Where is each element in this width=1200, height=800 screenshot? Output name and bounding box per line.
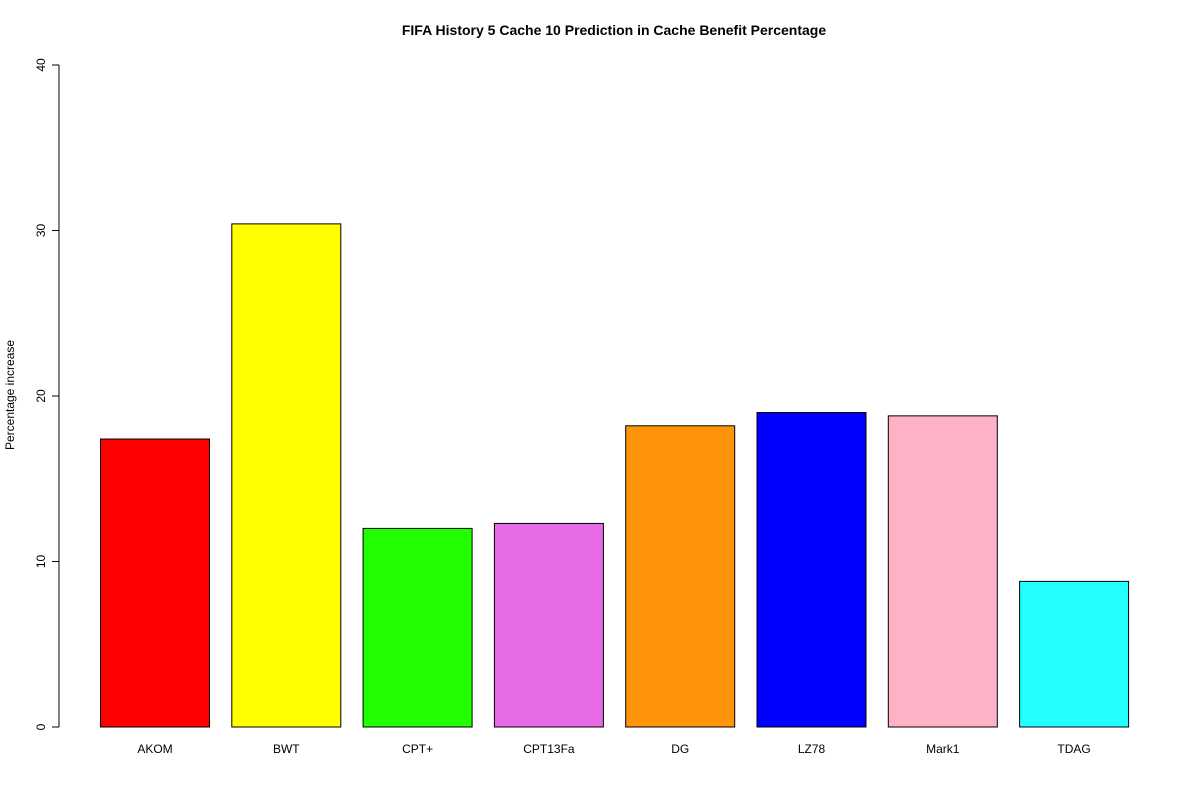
y-tick-label: 20 bbox=[34, 389, 48, 403]
chart-title: FIFA History 5 Cache 10 Prediction in Ca… bbox=[402, 22, 826, 38]
y-tick-label: 40 bbox=[34, 58, 48, 72]
x-tick-label: CPT+ bbox=[402, 742, 433, 756]
bar-lz78 bbox=[756, 412, 867, 728]
bar-akom bbox=[100, 438, 210, 728]
x-tick-label: TDAG bbox=[1057, 742, 1090, 756]
bars bbox=[100, 223, 1130, 728]
y-tick-label: 0 bbox=[34, 723, 48, 730]
x-axis-labels: AKOM BWT CPT+ CPT13Fa DG LZ78 Mark1 TDAG bbox=[137, 742, 1090, 756]
x-tick-label: AKOM bbox=[137, 742, 172, 756]
x-tick-label: Mark1 bbox=[926, 742, 960, 756]
bar-cpt13fa bbox=[493, 522, 604, 728]
bar-cpt- bbox=[362, 527, 473, 728]
x-tick-label: BWT bbox=[273, 742, 300, 756]
x-tick-label: CPT13Fa bbox=[523, 742, 575, 756]
x-tick-label: LZ78 bbox=[798, 742, 826, 756]
bar-tdag bbox=[1019, 580, 1130, 728]
y-axis-ticks: 0 10 20 30 40 bbox=[34, 58, 59, 730]
y-tick-label: 30 bbox=[34, 224, 48, 238]
y-tick-label: 10 bbox=[34, 555, 48, 569]
bar-dg bbox=[625, 425, 736, 728]
bar-mark1 bbox=[887, 415, 998, 728]
x-tick-label: DG bbox=[671, 742, 689, 756]
bar-bwt bbox=[231, 223, 342, 728]
y-axis-label: Percentage increase bbox=[3, 340, 17, 450]
